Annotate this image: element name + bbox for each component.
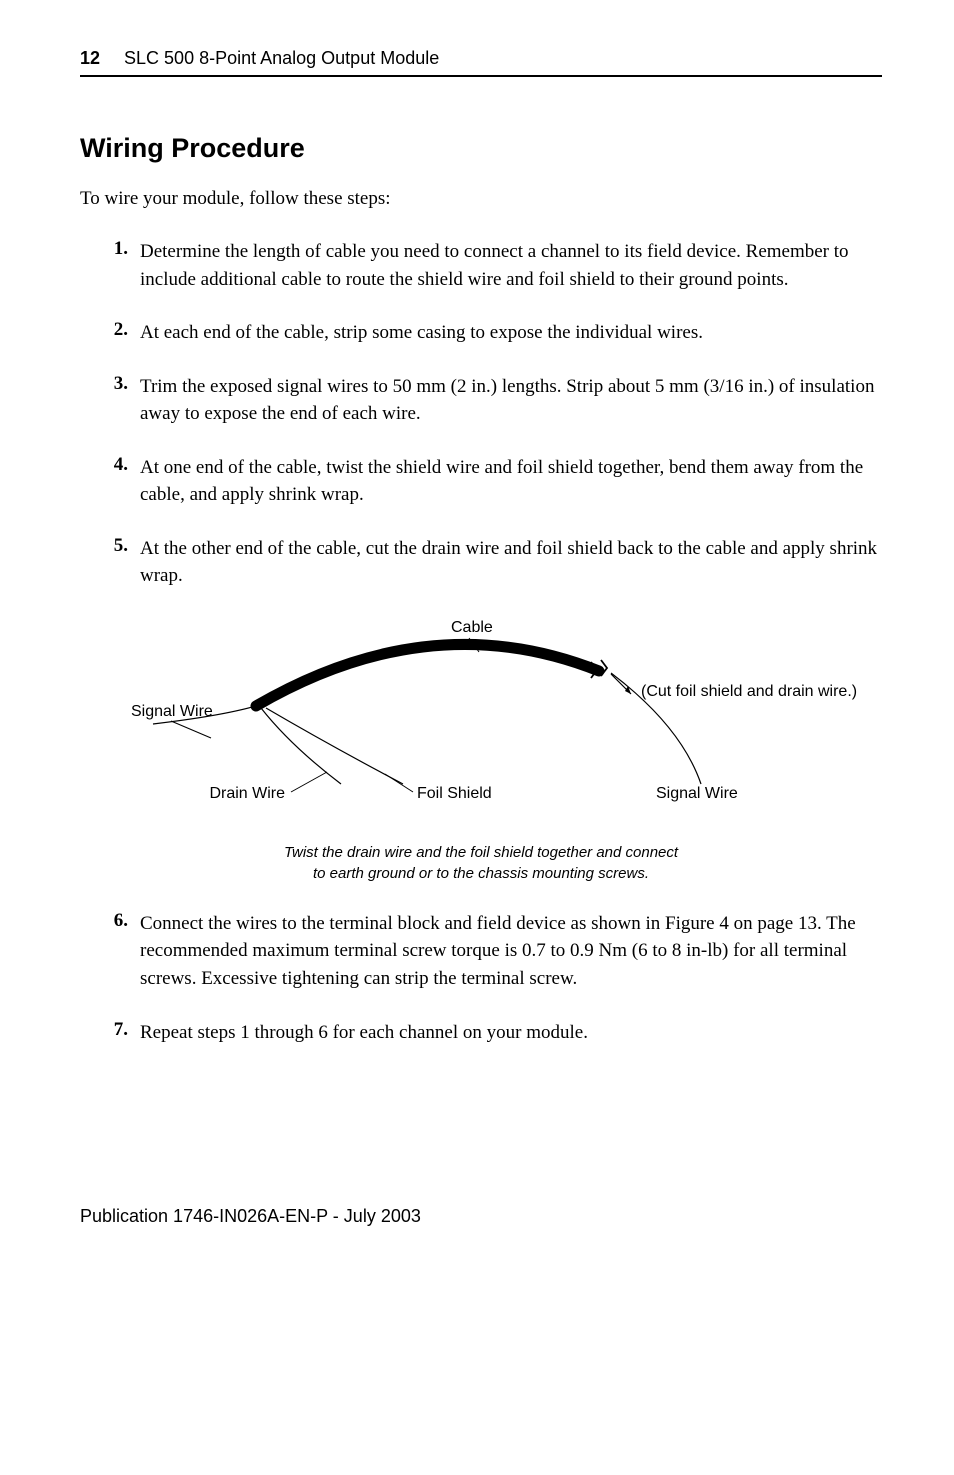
label-signal-right: Signal Wire — [656, 785, 738, 802]
step-text: Repeat steps 1 through 6 for each channe… — [140, 1019, 882, 1047]
doc-title: SLC 500 8-Point Analog Output Module — [124, 48, 439, 69]
step-number: 5. — [108, 535, 128, 590]
step-number: 7. — [108, 1019, 128, 1047]
label-cable: Cable — [451, 619, 493, 636]
step-number: 2. — [108, 319, 128, 347]
publication-footer: Publication 1746-IN026A-EN-P - July 2003 — [80, 1206, 882, 1227]
step-item: 5. At the other end of the cable, cut th… — [108, 535, 882, 590]
step-number: 4. — [108, 454, 128, 509]
label-foil: Foil Shield — [417, 785, 492, 802]
intro-text: To wire your module, follow these steps: — [80, 188, 882, 210]
label-cut-note: (Cut foil shield and drain wire.) — [641, 683, 857, 700]
section-heading: Wiring Procedure — [80, 133, 882, 164]
step-item: 6. Connect the wires to the terminal blo… — [108, 910, 882, 993]
step-text: Trim the exposed signal wires to 50 mm (… — [140, 373, 882, 428]
step-number: 3. — [108, 373, 128, 428]
cable-diagram-svg: Cable (Cut foil shield and drain wire.) … — [101, 616, 861, 806]
page-header: 12 SLC 500 8-Point Analog Output Module — [80, 48, 882, 77]
page-number: 12 — [80, 48, 100, 69]
step-item: 7. Repeat steps 1 through 6 for each cha… — [108, 1019, 882, 1047]
step-number: 6. — [108, 910, 128, 993]
cable-diagram: Cable (Cut foil shield and drain wire.) … — [80, 616, 882, 884]
diagram-caption: Twist the drain wire and the foil shield… — [284, 842, 678, 884]
step-item: 3. Trim the exposed signal wires to 50 m… — [108, 373, 882, 428]
step-text: At the other end of the cable, cut the d… — [140, 535, 882, 590]
steps-list-cont: 6. Connect the wires to the terminal blo… — [80, 910, 882, 1046]
steps-list: 1. Determine the length of cable you nee… — [80, 238, 882, 590]
step-number: 1. — [108, 238, 128, 293]
step-text: Connect the wires to the terminal block … — [140, 910, 882, 993]
step-item: 1. Determine the length of cable you nee… — [108, 238, 882, 293]
step-item: 2. At each end of the cable, strip some … — [108, 319, 882, 347]
label-signal-left: Signal Wire — [131, 703, 213, 720]
label-drain: Drain Wire — [209, 785, 285, 802]
step-text: At each end of the cable, strip some cas… — [140, 319, 882, 347]
caption-line-2: to earth ground or to the chassis mounti… — [313, 865, 649, 882]
step-text: At one end of the cable, twist the shiel… — [140, 454, 882, 509]
caption-line-1: Twist the drain wire and the foil shield… — [284, 844, 678, 861]
step-text: Determine the length of cable you need t… — [140, 238, 882, 293]
step-item: 4. At one end of the cable, twist the sh… — [108, 454, 882, 509]
